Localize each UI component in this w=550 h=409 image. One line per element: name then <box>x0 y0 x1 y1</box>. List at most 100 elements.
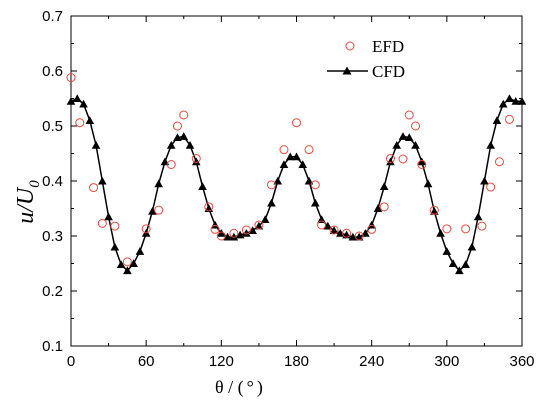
cfd-point <box>217 228 226 237</box>
efd-point <box>442 224 452 234</box>
y-tick-label: 0.3 <box>42 228 63 245</box>
plot-frame <box>70 15 523 347</box>
efd-point <box>477 221 487 231</box>
y-tick-label: 0.7 <box>42 8 63 25</box>
cfd-point <box>417 157 427 166</box>
efd-point <box>367 224 377 234</box>
y-tick-label: 0.4 <box>42 173 63 190</box>
efd-point <box>166 160 176 169</box>
x-axis-title-close: ) <box>257 377 263 398</box>
efd-point <box>292 118 301 128</box>
cfd-point <box>242 228 251 237</box>
cfd-point <box>273 176 283 185</box>
x-axis-title-unit: ° <box>247 377 254 397</box>
cfd-point <box>123 266 132 275</box>
efd-point <box>204 202 214 212</box>
efd-point <box>89 183 99 193</box>
efd-point <box>342 228 352 238</box>
cfd-point <box>191 157 201 166</box>
y-axis-title-main: u/U <box>13 186 39 224</box>
tick-labels: 0 60 120 180 240 300 360 0.1 0.2 0.3 0.4 0.5 0.6 0.7 <box>42 8 534 370</box>
efd-point <box>141 224 151 234</box>
efd-point <box>494 157 504 167</box>
efd-point <box>310 180 320 190</box>
efd-point <box>379 202 389 212</box>
efd-point <box>329 225 339 235</box>
cfd-point <box>480 176 489 185</box>
cfd-point <box>398 132 408 140</box>
cfd-point <box>498 99 508 108</box>
efd-point <box>110 221 120 231</box>
cfd-point <box>317 215 326 223</box>
efd-point <box>122 257 132 267</box>
cfd-point <box>129 259 138 267</box>
cfd-point <box>66 96 76 105</box>
y-axis-title: u/U0 <box>13 180 43 224</box>
series-layer <box>66 73 527 275</box>
cfd-point <box>110 242 120 251</box>
x-tick-label: 360 <box>509 353 534 370</box>
cfd-point <box>173 133 182 141</box>
cfd-point <box>248 226 257 234</box>
cfd-point <box>310 198 320 207</box>
cfd-point <box>185 140 195 149</box>
cfd-point <box>473 212 483 221</box>
efd-point <box>429 205 439 215</box>
cfd-point <box>455 266 464 275</box>
cfd-point <box>166 140 176 149</box>
x-tick-label: 0 <box>67 353 75 370</box>
cfd-point <box>373 204 383 212</box>
cfd-point <box>329 226 339 234</box>
cfd-point <box>254 221 264 230</box>
efd-point <box>279 145 289 155</box>
cfd-point <box>260 215 270 223</box>
cfd-point <box>423 179 433 188</box>
cfd-point <box>198 182 207 190</box>
cfd-point <box>436 228 445 237</box>
x-tick-label: 120 <box>209 353 234 370</box>
legend-efd-marker <box>345 41 355 51</box>
legend-cfd-label: CFD <box>372 62 405 81</box>
cfd-point <box>511 96 521 105</box>
axis-ticks <box>70 15 523 347</box>
efd-point <box>317 220 327 230</box>
cfd-point <box>298 160 308 168</box>
efd-point <box>404 110 414 120</box>
cfd-point <box>179 132 189 140</box>
legend: EFD CFD <box>327 37 405 81</box>
y-tick-label: 0.6 <box>42 63 63 80</box>
efd-point <box>179 110 189 120</box>
efd-point <box>66 73 76 83</box>
efd-point <box>191 153 201 163</box>
efd-point <box>266 180 276 190</box>
x-tick-label: 240 <box>359 353 384 370</box>
cfd-point <box>116 260 126 269</box>
y-tick-label: 0.2 <box>42 283 63 300</box>
efd-point <box>504 114 514 124</box>
cfd-point <box>148 206 157 215</box>
x-tick-label: 180 <box>284 353 309 370</box>
cfd-point <box>223 232 232 241</box>
y-tick-label: 0.5 <box>42 118 63 135</box>
efd-point <box>461 224 471 234</box>
y-tick-label: 0.1 <box>42 338 63 355</box>
cfd-point <box>229 232 239 241</box>
x-tick-label: 60 <box>138 353 155 370</box>
efd-point <box>417 160 427 169</box>
cfd-series-line <box>70 97 522 272</box>
efd-point <box>241 225 251 235</box>
efd-point <box>304 145 314 155</box>
efd-point <box>75 118 85 128</box>
x-axis-title-main: θ / ( <box>215 377 244 398</box>
cfd-point <box>386 157 395 166</box>
efd-point <box>385 153 395 163</box>
efd-point <box>154 205 164 215</box>
efd-point <box>486 182 496 192</box>
x-tick-label: 300 <box>434 353 459 370</box>
cfd-point <box>323 221 333 230</box>
cfd-point <box>404 133 414 141</box>
cfd-point <box>517 96 527 105</box>
cfd-point <box>135 247 145 255</box>
cfd-point <box>79 99 88 108</box>
